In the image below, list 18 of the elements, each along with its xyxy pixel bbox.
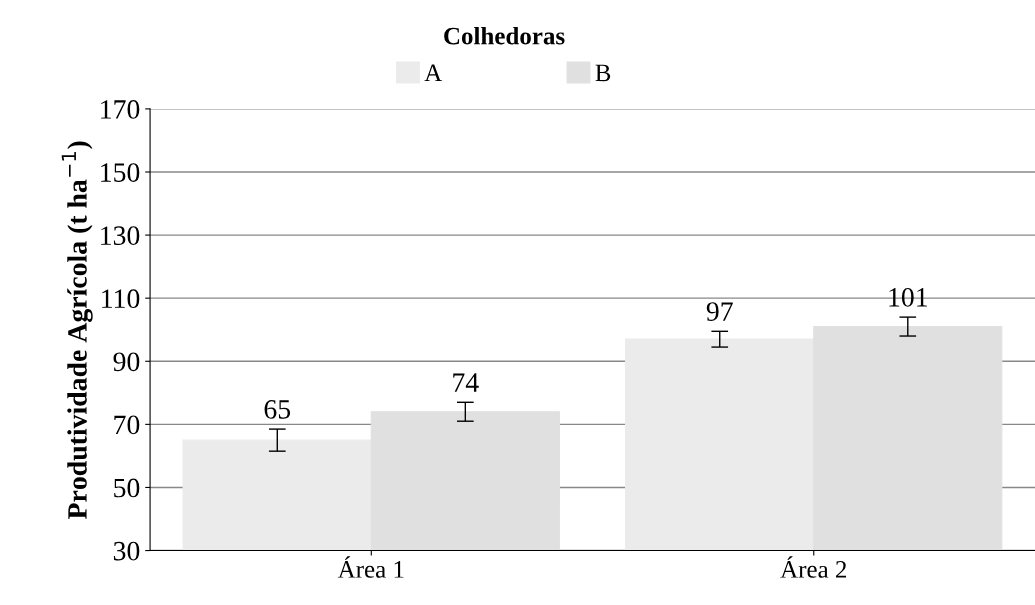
data-label: 97 <box>706 302 733 321</box>
data-label: 101 <box>889 287 927 307</box>
y-tick-label: 170 <box>101 100 140 119</box>
data-label: 65 <box>264 400 291 419</box>
y-tick-label: 150 <box>101 163 140 182</box>
y-axis-title: Produtividade Agrícola (t ha$^{−1}$) <box>61 141 93 519</box>
y-tick-label: 30 <box>113 541 140 561</box>
x-tick-label: Área 1 <box>337 556 404 578</box>
y-tick-label: 90 <box>113 352 140 372</box>
y-tick-label: 70 <box>114 415 140 435</box>
y-tick-label: 50 <box>114 478 140 498</box>
x-tick-label: Área 2 <box>780 556 847 578</box>
legend-label: B <box>595 64 611 82</box>
y-tick-label: 130 <box>101 226 140 245</box>
data-label: 74 <box>453 373 479 392</box>
legend-label: A <box>424 64 443 82</box>
y-tick-label: 110 <box>102 289 140 309</box>
legend-title: Colhedoras <box>444 26 565 45</box>
